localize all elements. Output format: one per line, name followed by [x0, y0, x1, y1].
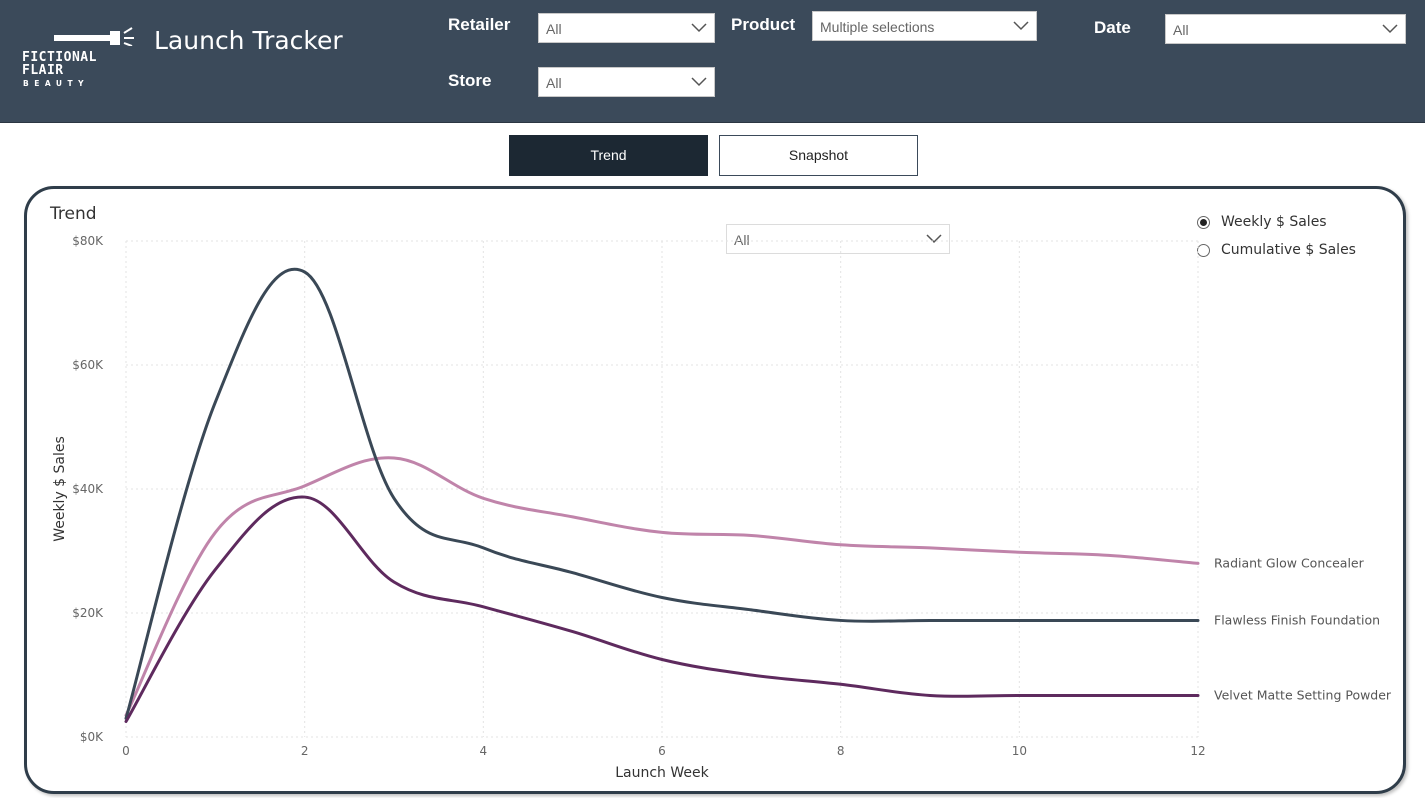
store-dropdown[interactable]: All: [538, 67, 715, 97]
product-filter-label: Product: [731, 15, 796, 34]
product-dropdown[interactable]: Multiple selections: [812, 11, 1037, 41]
brand-logo: FICTIONAL FLAIR BEAUTY: [22, 24, 134, 94]
trend-card: [24, 186, 1406, 794]
store-dropdown-value: All: [546, 75, 562, 91]
chevron-down-icon: [1382, 24, 1398, 34]
x-tick-label: 12: [1190, 744, 1205, 758]
store-filter-label: Store: [448, 71, 492, 90]
series-end-label: Flawless Finish Foundation: [1214, 612, 1380, 627]
radio-unselected-icon: [1197, 244, 1210, 257]
page-title: Launch Tracker: [154, 26, 343, 55]
y-tick-label: $60K: [72, 358, 104, 372]
retailer-dropdown[interactable]: All: [538, 13, 715, 43]
flashlight-icon: [54, 27, 134, 46]
series-line: [124, 456, 1200, 717]
chevron-down-icon: [926, 234, 942, 244]
date-dropdown-value: All: [1173, 22, 1189, 38]
radio-weekly-sales[interactable]: Weekly $ Sales: [1197, 214, 1367, 234]
product-dropdown-value: Multiple selections: [820, 19, 935, 35]
x-tick-label: 10: [1012, 744, 1027, 758]
series-end-label: Velvet Matte Setting Powder: [1214, 687, 1392, 702]
card-title: Trend: [50, 204, 97, 224]
y-tick-label: $0K: [80, 730, 104, 744]
brand-name-line3: BEAUTY: [23, 79, 90, 88]
y-tick-label: $80K: [72, 234, 104, 248]
radio-selected-icon: [1197, 216, 1210, 229]
y-tick-label: $40K: [72, 482, 104, 496]
brand-name-line1: FICTIONAL: [22, 50, 97, 65]
series-end-label: Radiant Glow Concealer: [1214, 555, 1365, 570]
radio-cumulative-sales-label: Cumulative $ Sales: [1221, 242, 1356, 258]
x-tick-label: 8: [837, 744, 845, 758]
x-tick-label: 2: [301, 744, 309, 758]
x-axis-title: Launch Week: [615, 765, 709, 781]
y-axis-title: Weekly $ Sales: [52, 436, 68, 542]
series-line: [124, 495, 1200, 723]
x-tick-label: 0: [122, 744, 130, 758]
retailer-filter-label: Retailer: [448, 15, 511, 34]
tab-trend[interactable]: Trend: [509, 135, 708, 176]
y-tick-label: $20K: [72, 606, 104, 620]
series-filter-dropdown[interactable]: All: [726, 224, 950, 254]
x-tick-label: 4: [480, 744, 488, 758]
tab-snapshot[interactable]: Snapshot: [719, 135, 918, 176]
series-filter-value: All: [734, 232, 750, 248]
brand-name-line2: FLAIR: [22, 63, 64, 78]
chevron-down-icon: [691, 77, 707, 87]
chevron-down-icon: [1013, 21, 1029, 31]
retailer-dropdown-value: All: [546, 21, 562, 37]
radio-weekly-sales-label: Weekly $ Sales: [1221, 214, 1327, 230]
chevron-down-icon: [691, 23, 707, 33]
x-tick-label: 6: [658, 744, 666, 758]
radio-cumulative-sales[interactable]: Cumulative $ Sales: [1197, 242, 1367, 262]
series-line: [124, 268, 1200, 720]
date-filter-label: Date: [1094, 18, 1131, 37]
date-dropdown[interactable]: All: [1165, 14, 1406, 44]
